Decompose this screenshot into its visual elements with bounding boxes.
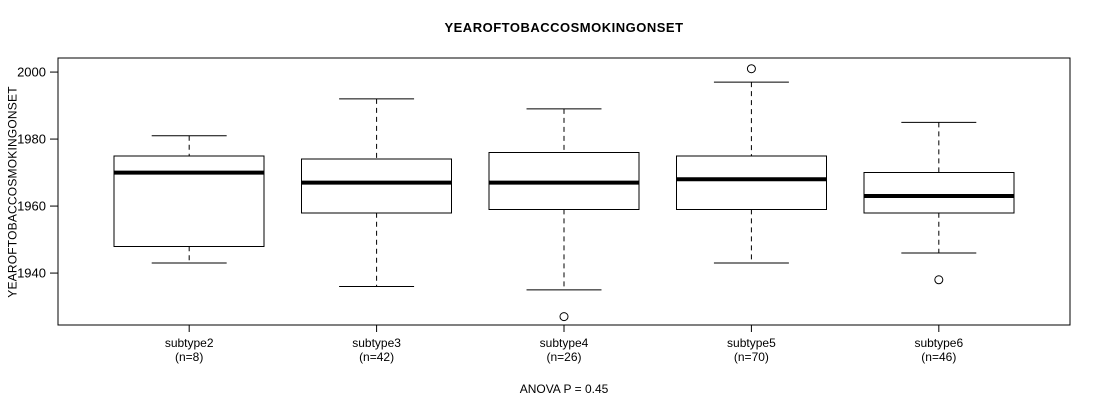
x-tick-label-subtype2: subtype2 (n=8) — [164, 336, 214, 364]
y-tick-label: 1980 — [17, 132, 46, 147]
y-tick-label: 2000 — [17, 65, 46, 80]
anova-annotation: ANOVA P = 0.45 — [519, 382, 609, 396]
y-tick-label: 1940 — [17, 266, 46, 281]
box-subtype5 — [675, 155, 827, 210]
x-tick-label-subtype6: subtype6 (n=46) — [914, 336, 964, 364]
x-tick-label-subtype3: subtype3 (n=42) — [352, 336, 401, 364]
x-tick-label-subtype5: subtype5 (n=70) — [727, 336, 776, 364]
outlier-subtype6 — [934, 275, 944, 285]
chart-title: YEAROFTOBACCOSMOKINGONSET — [444, 20, 684, 35]
box-subtype3 — [301, 158, 453, 214]
outlier-subtype5 — [746, 64, 756, 74]
outlier-subtype4 — [559, 312, 569, 322]
x-tick-label-subtype4: subtype4 (n=26) — [539, 336, 589, 364]
y-tick-label: 1960 — [17, 199, 46, 214]
box-subtype6 — [863, 172, 1015, 214]
box-subtype2 — [113, 155, 265, 247]
